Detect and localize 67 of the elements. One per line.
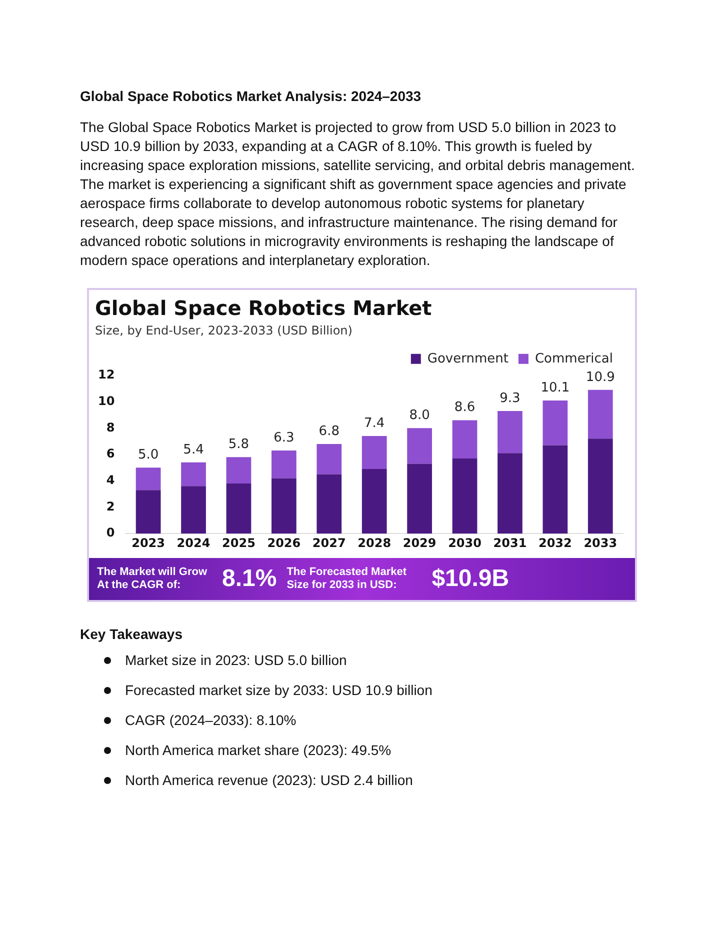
y-tick-label: 0 [106, 526, 115, 540]
bar [181, 486, 206, 534]
x-tick-label: 2025 [222, 536, 256, 550]
total-label: 5.0 [138, 448, 159, 463]
bar [407, 428, 432, 464]
x-tick-label: 2030 [448, 536, 482, 550]
bar [136, 468, 161, 490]
bar [452, 458, 478, 534]
bar [362, 469, 387, 534]
y-tick-label: 2 [106, 499, 115, 514]
text: The Global Space Robotics Market is projected to grow from USD 5.0 billion in 2023 to USD 10.9 billion by 2033, expanding at a CAGR of 8.10%. This growth is fueled by increasing space exploration missions, satellite servicing, and orbital debris management. The market is experiencing a significant shift as government space agencies and private aerospace firms collaborate to develop autonomous robotic systems for planetary research, deep space missions, and infrastructure maintenance. The rising demand for advanced robotic solutions in microgravity environments is reshaping the landscape of modern space operations and interplanetary exploration. [80, 118, 636, 270]
bar [226, 457, 252, 484]
bar [588, 390, 613, 439]
text: Market size in 2023: USD 5.0 billion [125, 652, 347, 668]
total-label: 8.0 [409, 408, 430, 424]
y-tick-label: 6 [106, 446, 115, 461]
total-label: 10.9 [586, 370, 615, 385]
bar [226, 484, 252, 534]
total-label: 6.3 [274, 430, 294, 446]
total-label: 6.8 [318, 424, 340, 439]
x-tick-label: 2033 [584, 536, 618, 550]
text: $10.9B [432, 565, 510, 593]
text: 8.1% [222, 565, 277, 593]
text: North America market share (2023): 49.5% [125, 742, 392, 758]
text: Key Takeaways [80, 626, 184, 642]
total-label: 8.6 [454, 400, 476, 416]
legend-label: Commerical [534, 351, 614, 366]
bar [407, 464, 432, 534]
total-label: 10.1 [540, 380, 570, 396]
text: Global Space Robotics Market Analysis: 2024–2033 [80, 88, 422, 104]
total-label: 5.4 [183, 442, 204, 458]
y-tick-label: 8 [106, 420, 115, 434]
x-tick-label: 2029 [402, 536, 436, 550]
text: The Forecasted Market Size for 2033 in USD: [286, 566, 408, 592]
bar [136, 490, 161, 534]
total-label: 9.3 [500, 390, 520, 406]
total-label: 5.8 [228, 437, 250, 452]
y-tick-label: 4 [106, 472, 115, 487]
text: CAGR (2024–2033): 8.10% [125, 712, 296, 728]
bar [588, 438, 613, 534]
chart-subtitle: Size, by End-User, 2023-2033 (USD Billion) [95, 323, 352, 338]
text: Forecasted market size by 2033: USD 10.9 billion [125, 682, 432, 698]
bar [498, 410, 522, 454]
bar [542, 445, 568, 534]
x-tick-label: 2026 [267, 536, 301, 550]
text: The Market will Grow At the CAGR of: [97, 566, 208, 592]
bar [542, 400, 568, 446]
x-tick-label: 2031 [493, 536, 527, 550]
bar [452, 420, 478, 458]
text: North America revenue (2023): USD 2.4 billion [125, 772, 413, 788]
bar [181, 462, 206, 486]
bar [272, 450, 296, 478]
chart-title: Global Space Robotics Market [95, 296, 432, 320]
bar [316, 474, 342, 534]
legend-label: Government [427, 351, 508, 366]
x-tick-label: 2028 [358, 536, 392, 550]
total-label: 7.4 [364, 416, 385, 431]
bar [316, 444, 342, 474]
x-tick-label: 2032 [538, 536, 572, 550]
bar [362, 436, 387, 469]
x-tick-label: 2027 [312, 536, 346, 550]
bar [498, 453, 522, 534]
bar [272, 478, 296, 534]
x-tick-label: 2024 [176, 536, 210, 550]
y-tick-label: 10 [98, 394, 115, 408]
x-tick-label: 2023 [132, 536, 166, 550]
y-tick-label: 12 [98, 368, 115, 382]
